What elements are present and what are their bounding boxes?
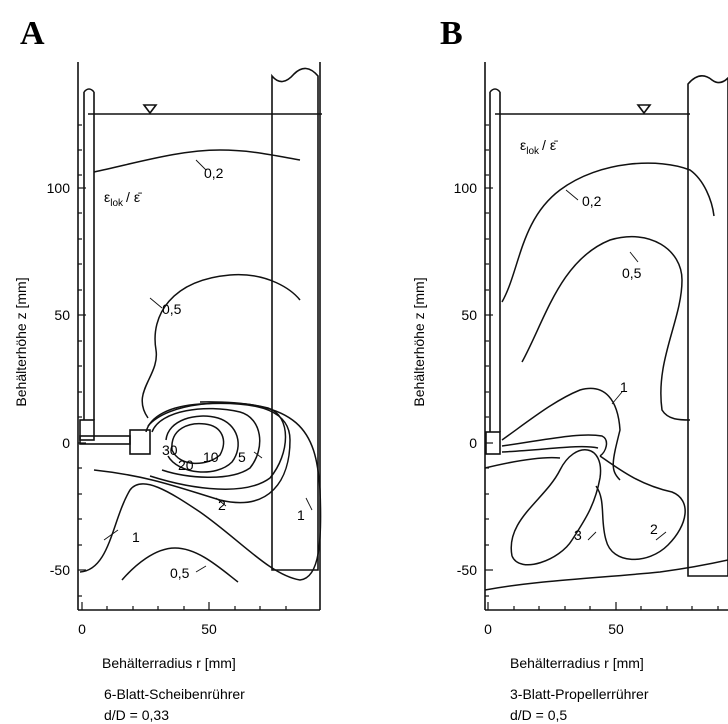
contour-b-2	[595, 455, 686, 561]
y-tick-b-100: 100	[454, 180, 478, 196]
y-axis-label-a: Behälterhöhe z [mm]	[13, 277, 29, 406]
contour-a-0-5-lower	[121, 547, 239, 583]
contour-label-b-0-5: 0,5	[622, 265, 642, 281]
x-axis-label-b: Behälterradius r [mm]	[510, 655, 644, 671]
contour-a-1	[79, 401, 322, 581]
contour-b-0-5	[521, 235, 691, 421]
contour-label-a-2: 2	[218, 497, 226, 513]
x-tick-b-0: 0	[484, 621, 492, 637]
contour-a-20	[165, 415, 239, 473]
y-tick-a-50: 50	[54, 307, 70, 323]
contour-label-a-1-left: 1	[132, 529, 140, 545]
caption-a-ratio: d/D = 0,33	[104, 707, 169, 723]
surface-marker-icon-b	[636, 104, 652, 115]
contour-label-a-0-5-lower: 0,5	[170, 565, 190, 581]
panel-letter-a: A	[20, 15, 45, 52]
quantity-label-a: εlok / ε̄	[104, 189, 142, 209]
contour-label-a-0-2: 0,2	[204, 165, 224, 181]
contour-a-0-5-upper	[141, 273, 301, 419]
contour-b-jet-upper	[501, 434, 608, 457]
y-tick-b-50: 50	[461, 307, 477, 323]
panel-b: B 100 50 0 -50	[411, 15, 728, 723]
y-axis-a: 100 50 0 -50	[47, 124, 86, 597]
contour-a-0-2	[93, 149, 301, 173]
y-tick-a-100: 100	[47, 180, 71, 196]
stirrer-shaft-b	[489, 88, 501, 432]
surface-marker-icon	[142, 104, 158, 115]
x-tick-a-50: 50	[201, 621, 217, 637]
contour-b-0-2	[501, 162, 715, 303]
y-tick-a-0: 0	[62, 435, 70, 451]
contour-a-30	[171, 422, 225, 465]
contour-label-b-0-2: 0,2	[582, 193, 602, 209]
contours-b: 0,2 0,5 1 3 2	[484, 162, 728, 591]
contour-b-bottom	[484, 559, 728, 591]
quantity-label-b: εlok / ε̄	[520, 137, 558, 157]
contour-label-a-5: 5	[238, 449, 246, 465]
y-tick-b-0: 0	[469, 435, 477, 451]
contour-label-a-20: 20	[178, 457, 194, 473]
contour-label-b-3: 3	[574, 527, 582, 543]
x-tick-b-50: 50	[608, 621, 624, 637]
x-axis-b: 0 50	[484, 602, 719, 637]
contour-label-a-30: 30	[162, 442, 178, 458]
x-tick-a-0: 0	[78, 621, 86, 637]
panel-letter-b: B	[440, 15, 463, 52]
panel-a: A 100 50 0 -50	[13, 15, 322, 723]
contour-label-a-1-right: 1	[297, 507, 305, 523]
contour-a-10	[151, 407, 261, 478]
stirrer-shaft	[83, 88, 95, 420]
contour-label-b-1: 1	[620, 379, 628, 395]
y-axis-label-b: Behälterhöhe z [mm]	[411, 277, 427, 406]
y-tick-a-neg50: -50	[50, 562, 70, 578]
contour-b-1	[501, 387, 621, 481]
contour-a-2	[93, 402, 291, 504]
x-axis-a: 0 50	[78, 602, 287, 637]
y-axis-b: 100 50 0 -50	[454, 124, 493, 597]
contour-b-lower-arm	[484, 456, 561, 469]
baffle	[271, 67, 319, 571]
stirrer-blade	[129, 429, 151, 455]
caption-b-ratio: d/D = 0,5	[510, 707, 567, 723]
stirrer-hub	[79, 419, 95, 441]
y-tick-b-neg50: -50	[457, 562, 477, 578]
x-axis-label-a: Behälterradius r [mm]	[102, 655, 236, 671]
contour-label-a-0-5-upper: 0,5	[162, 301, 182, 317]
caption-b-stirrer: 3-Blatt-Propellerrührer	[510, 686, 649, 702]
contour-b-jet-lower	[501, 445, 599, 453]
contours-a: 0,2 0,5 30 20 10 5 2 1 1 0,5	[79, 149, 322, 583]
contour-b-3	[510, 449, 602, 566]
caption-a-stirrer: 6-Blatt-Scheibenrührer	[104, 686, 245, 702]
contour-label-b-2: 2	[650, 521, 658, 537]
contour-label-a-10: 10	[203, 449, 219, 465]
baffle-b	[687, 75, 728, 577]
